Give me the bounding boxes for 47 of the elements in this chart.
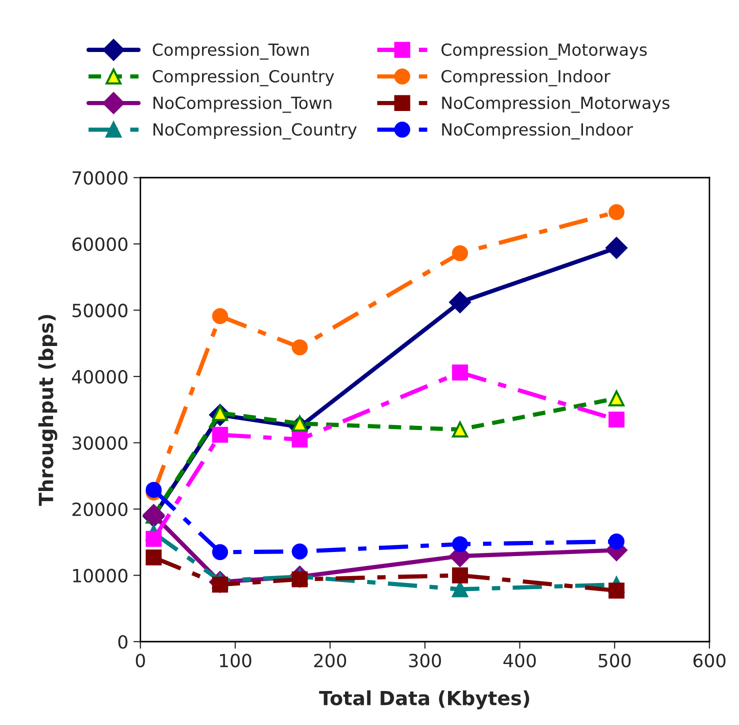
point — [608, 582, 624, 599]
point — [608, 390, 624, 406]
x-tick-label: 300 — [409, 654, 441, 668]
x-tick-label: 600 — [693, 654, 726, 668]
y-tick-label: 20000 — [72, 502, 128, 516]
x-tick-label: 400 — [503, 654, 536, 668]
point — [452, 567, 468, 584]
point — [608, 204, 624, 220]
x-tick-label: 100 — [220, 654, 252, 668]
point — [452, 422, 468, 438]
legend-label: Compression_Motorways — [442, 43, 647, 60]
point — [212, 544, 228, 560]
legend-label: Compression_Indoor — [442, 70, 610, 86]
point — [212, 308, 228, 324]
y-tick-label: 30000 — [72, 436, 128, 450]
point — [606, 237, 628, 259]
point — [608, 534, 624, 550]
y-tick-label: 10000 — [73, 568, 128, 582]
y-tick-label: 0 — [118, 635, 128, 649]
legend-label: NoCompression_Town — [154, 96, 332, 113]
x-tick-label: 500 — [598, 654, 631, 668]
legend-label: Compression_Country — [152, 70, 334, 86]
legend-label: NoCompression_Country — [154, 122, 357, 140]
point — [212, 426, 228, 443]
point — [452, 536, 468, 552]
point — [146, 549, 162, 566]
y-tick-label: 70000 — [72, 171, 128, 185]
point — [452, 364, 468, 380]
point — [452, 245, 468, 262]
point — [608, 412, 624, 428]
y-tick-label: 40000 — [72, 370, 128, 384]
x-axis-title: Total Data (Kbytes) — [319, 690, 530, 710]
point — [292, 339, 308, 356]
y-tick-label: 60000 — [72, 237, 128, 252]
point — [449, 291, 471, 314]
legend-label: Compression_Town — [152, 43, 309, 60]
point — [452, 581, 468, 598]
legend-label: NoCompression_Indoor — [442, 122, 634, 140]
x-tick-label: 200 — [314, 654, 346, 668]
point — [146, 530, 162, 547]
point — [292, 416, 308, 432]
x-tick-label: 0 — [136, 654, 145, 668]
y-axis-title: Throughput (bps) — [38, 314, 58, 506]
legend-label: NoCompression_Motorways — [442, 96, 670, 113]
point — [292, 543, 308, 560]
y-tick-label: 50000 — [72, 304, 128, 318]
point — [292, 431, 308, 448]
